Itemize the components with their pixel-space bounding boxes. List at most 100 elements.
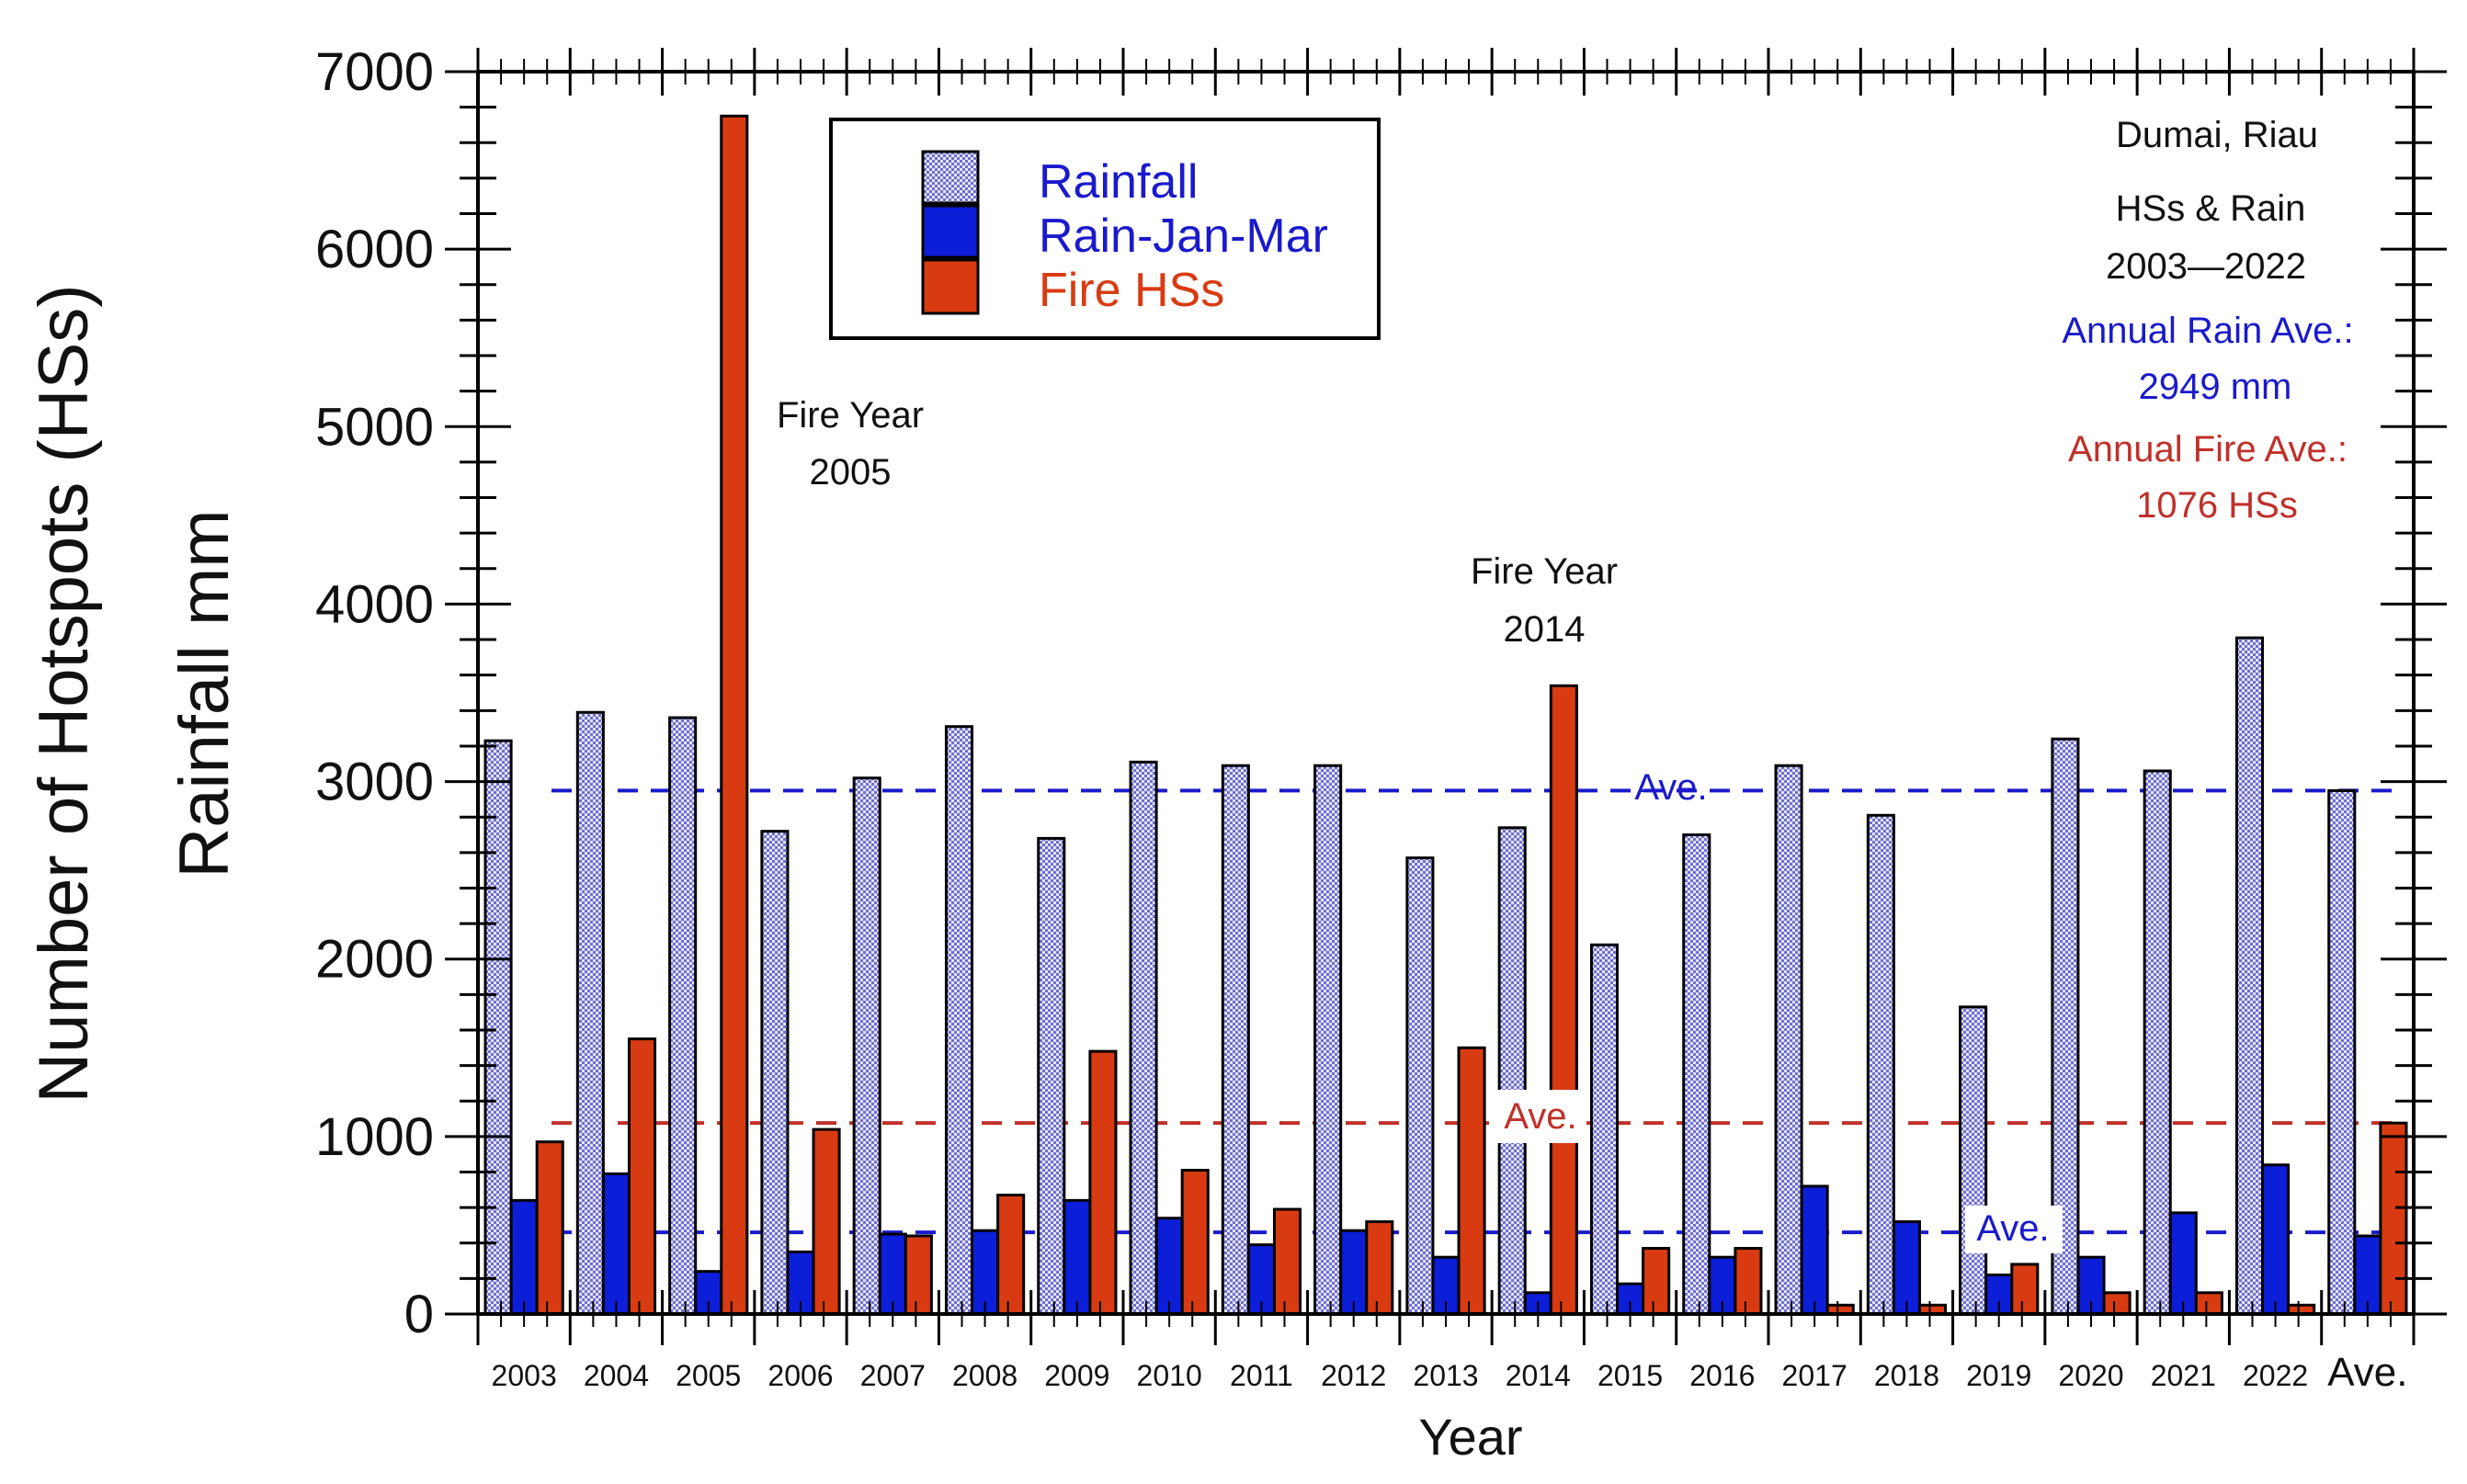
x-tick-labels: 2003 2004 2005 2006 2007 2008 2009 2010 2011 2012… (492, 1350, 2408, 1395)
bar-rainfall-2019 (1959, 1005, 1988, 1316)
x-axis-label: Year (1418, 1408, 1522, 1466)
annotation-2014-line-1: Fire Year (1471, 551, 1618, 592)
y-tick-labels: 0 1000 2000 3000 4000 5000 6000 7000 (315, 42, 434, 1344)
y-axis-label-rainfall: Rainfall mm (165, 509, 244, 878)
rain-ave-label: Annual Rain Ave.: (2062, 311, 2353, 351)
info-block: Dumai, Riau HSs & Rain 2003—2022 Annual … (2062, 115, 2353, 526)
x-tick-label-2010: 2010 (1137, 1359, 1202, 1392)
bar-fire-hss-2007 (904, 1234, 933, 1316)
annotations: Fire Year 2005 Fire Year 2014 (777, 395, 1618, 650)
x-tick-label-2018: 2018 (1874, 1359, 1939, 1392)
bar-fire-hss-2019 (2010, 1263, 2040, 1316)
bar-rainfall-2010 (1129, 760, 1158, 1316)
bar-rain-jan-mar-2022 (2261, 1163, 2291, 1316)
bar-rainfall-2016 (1682, 833, 1711, 1316)
bar-fire-hss-2021 (2194, 1291, 2223, 1316)
bar-fire-hss-2003 (535, 1140, 564, 1316)
x-tick-label-2019: 2019 (1966, 1359, 2031, 1392)
ave-label-bg-fire (1489, 1090, 1586, 1143)
legend-label-rainfall: Rainfall (1039, 155, 1198, 209)
y-tick-label: 1000 (315, 1107, 434, 1167)
bar-rainfall-2011 (1221, 764, 1250, 1316)
x-tick-label-2004: 2004 (584, 1359, 649, 1392)
bar-rainfall-2007 (852, 776, 881, 1316)
bar-rainfall-2008 (944, 725, 974, 1316)
ave-label-fire: Ave. (1504, 1096, 1576, 1137)
bar-rainfall-2003 (483, 739, 513, 1316)
bar-rainfall-2022 (2234, 636, 2265, 1316)
x-tick-label-2017: 2017 (1782, 1359, 1847, 1392)
bar-rainfall-2021 (2143, 769, 2172, 1316)
x-tick-label-2006: 2006 (767, 1359, 833, 1392)
ave-label-bg-jan-mar (1965, 1206, 2063, 1253)
legend-label-fire: Fire HSs (1039, 264, 1224, 317)
legend-label-rain-jan-mar: Rain-Jan-Mar (1039, 210, 1328, 263)
y-tick-label: 4000 (315, 574, 434, 634)
bar-fire-hss-2004 (627, 1037, 657, 1316)
bar-rain-jan-mar-2008 (971, 1229, 1000, 1316)
x-tick-label-2011: 2011 (1230, 1359, 1293, 1392)
y-tick-label: 0 (404, 1285, 434, 1344)
x-tick-label-2003: 2003 (492, 1359, 557, 1392)
annotation-2005-line-2: 2005 (810, 452, 892, 493)
bar-fire-hss-2016 (1734, 1247, 1763, 1316)
legend-swatch-rainfall (921, 150, 980, 205)
bar-rain-jan-mar-2007 (878, 1232, 907, 1316)
bar-rainfall-2004 (575, 710, 605, 1316)
x-tick-label-2007: 2007 (860, 1359, 926, 1392)
x-tick-label-2014: 2014 (1506, 1359, 1571, 1392)
legend-swatch-rain-jan-mar (921, 204, 980, 259)
y-tick-label: 2000 (315, 930, 434, 990)
bar-fire-hss-2011 (1272, 1207, 1302, 1316)
bar-fire-hss-ave (2379, 1121, 2408, 1316)
annotation-2014-line-2: 2014 (1504, 609, 1586, 650)
x-tick-label-2012: 2012 (1321, 1359, 1386, 1392)
bar-fire-hss-2012 (1365, 1220, 1394, 1316)
bar-rain-jan-mar-2021 (2168, 1211, 2198, 1316)
bar-fire-hss-2014 (1549, 684, 1578, 1316)
legend-swatch-fire (921, 258, 980, 315)
y-tick-label: 5000 (315, 397, 434, 457)
y-tick-label: 7000 (315, 42, 434, 102)
x-tick-label-2022: 2022 (2243, 1359, 2308, 1392)
bar-fire-hss-2005 (720, 114, 749, 1316)
bar-rainfall-2006 (760, 830, 790, 1316)
y-tick-label: 3000 (315, 753, 434, 812)
chart-title: Dumai, Riau (2116, 115, 2318, 155)
rain-ave-value: 2949 mm (2139, 367, 2292, 407)
x-tick-label-2020: 2020 (2058, 1359, 2123, 1392)
ave-label-rain: Ave. (1634, 767, 1707, 808)
bars (483, 114, 2408, 1316)
legend: Rainfall Rain-Jan-Mar Fire HSs (829, 118, 1381, 340)
y-axis-label-hotspots: Number of Hotspots (HSs) (25, 284, 103, 1103)
x-tick-label-2008: 2008 (952, 1359, 1017, 1392)
x-tick-label-2009: 2009 (1044, 1359, 1109, 1392)
bar-fire-hss-2009 (1088, 1049, 1118, 1316)
bar-fire-hss-2008 (996, 1194, 1026, 1316)
fire-ave-label: Annual Fire Ave.: (2068, 429, 2348, 470)
bar-rainfall-2012 (1313, 764, 1343, 1316)
ave-label-jan-mar: Ave. (1976, 1208, 2049, 1249)
bar-rainfall-2005 (668, 716, 698, 1316)
annotation-2005-line-1: Fire Year (777, 395, 924, 436)
x-tick-label-2005: 2005 (676, 1359, 741, 1392)
reference-line-labels: Ave. Ave. Ave. (1489, 767, 2063, 1253)
bar-rain-jan-mar-2009 (1063, 1198, 1092, 1316)
bar-rain-jan-mar-2010 (1154, 1217, 1184, 1316)
bar-rainfall-2014 (1497, 826, 1527, 1316)
bar-rainfall-2013 (1405, 856, 1435, 1316)
bar-rain-jan-mar-2004 (601, 1172, 631, 1316)
bar-fire-hss-2010 (1180, 1169, 1210, 1316)
bar-rain-jan-mar-2003 (509, 1198, 539, 1316)
x-tick-label-2016: 2016 (1689, 1359, 1755, 1392)
axes (445, 48, 2447, 1345)
x-tick-label-ave: Ave. (2327, 1350, 2407, 1395)
bar-rainfall-2009 (1037, 836, 1066, 1316)
y-tick-label: 6000 (315, 220, 434, 279)
bar-fire-hss-2013 (1457, 1046, 1486, 1316)
subtitle-line-1: HSs & Rain (2116, 188, 2306, 229)
bar-rain-jan-mar-2018 (1892, 1220, 1921, 1316)
x-tick-label-2021: 2021 (2151, 1359, 2216, 1392)
